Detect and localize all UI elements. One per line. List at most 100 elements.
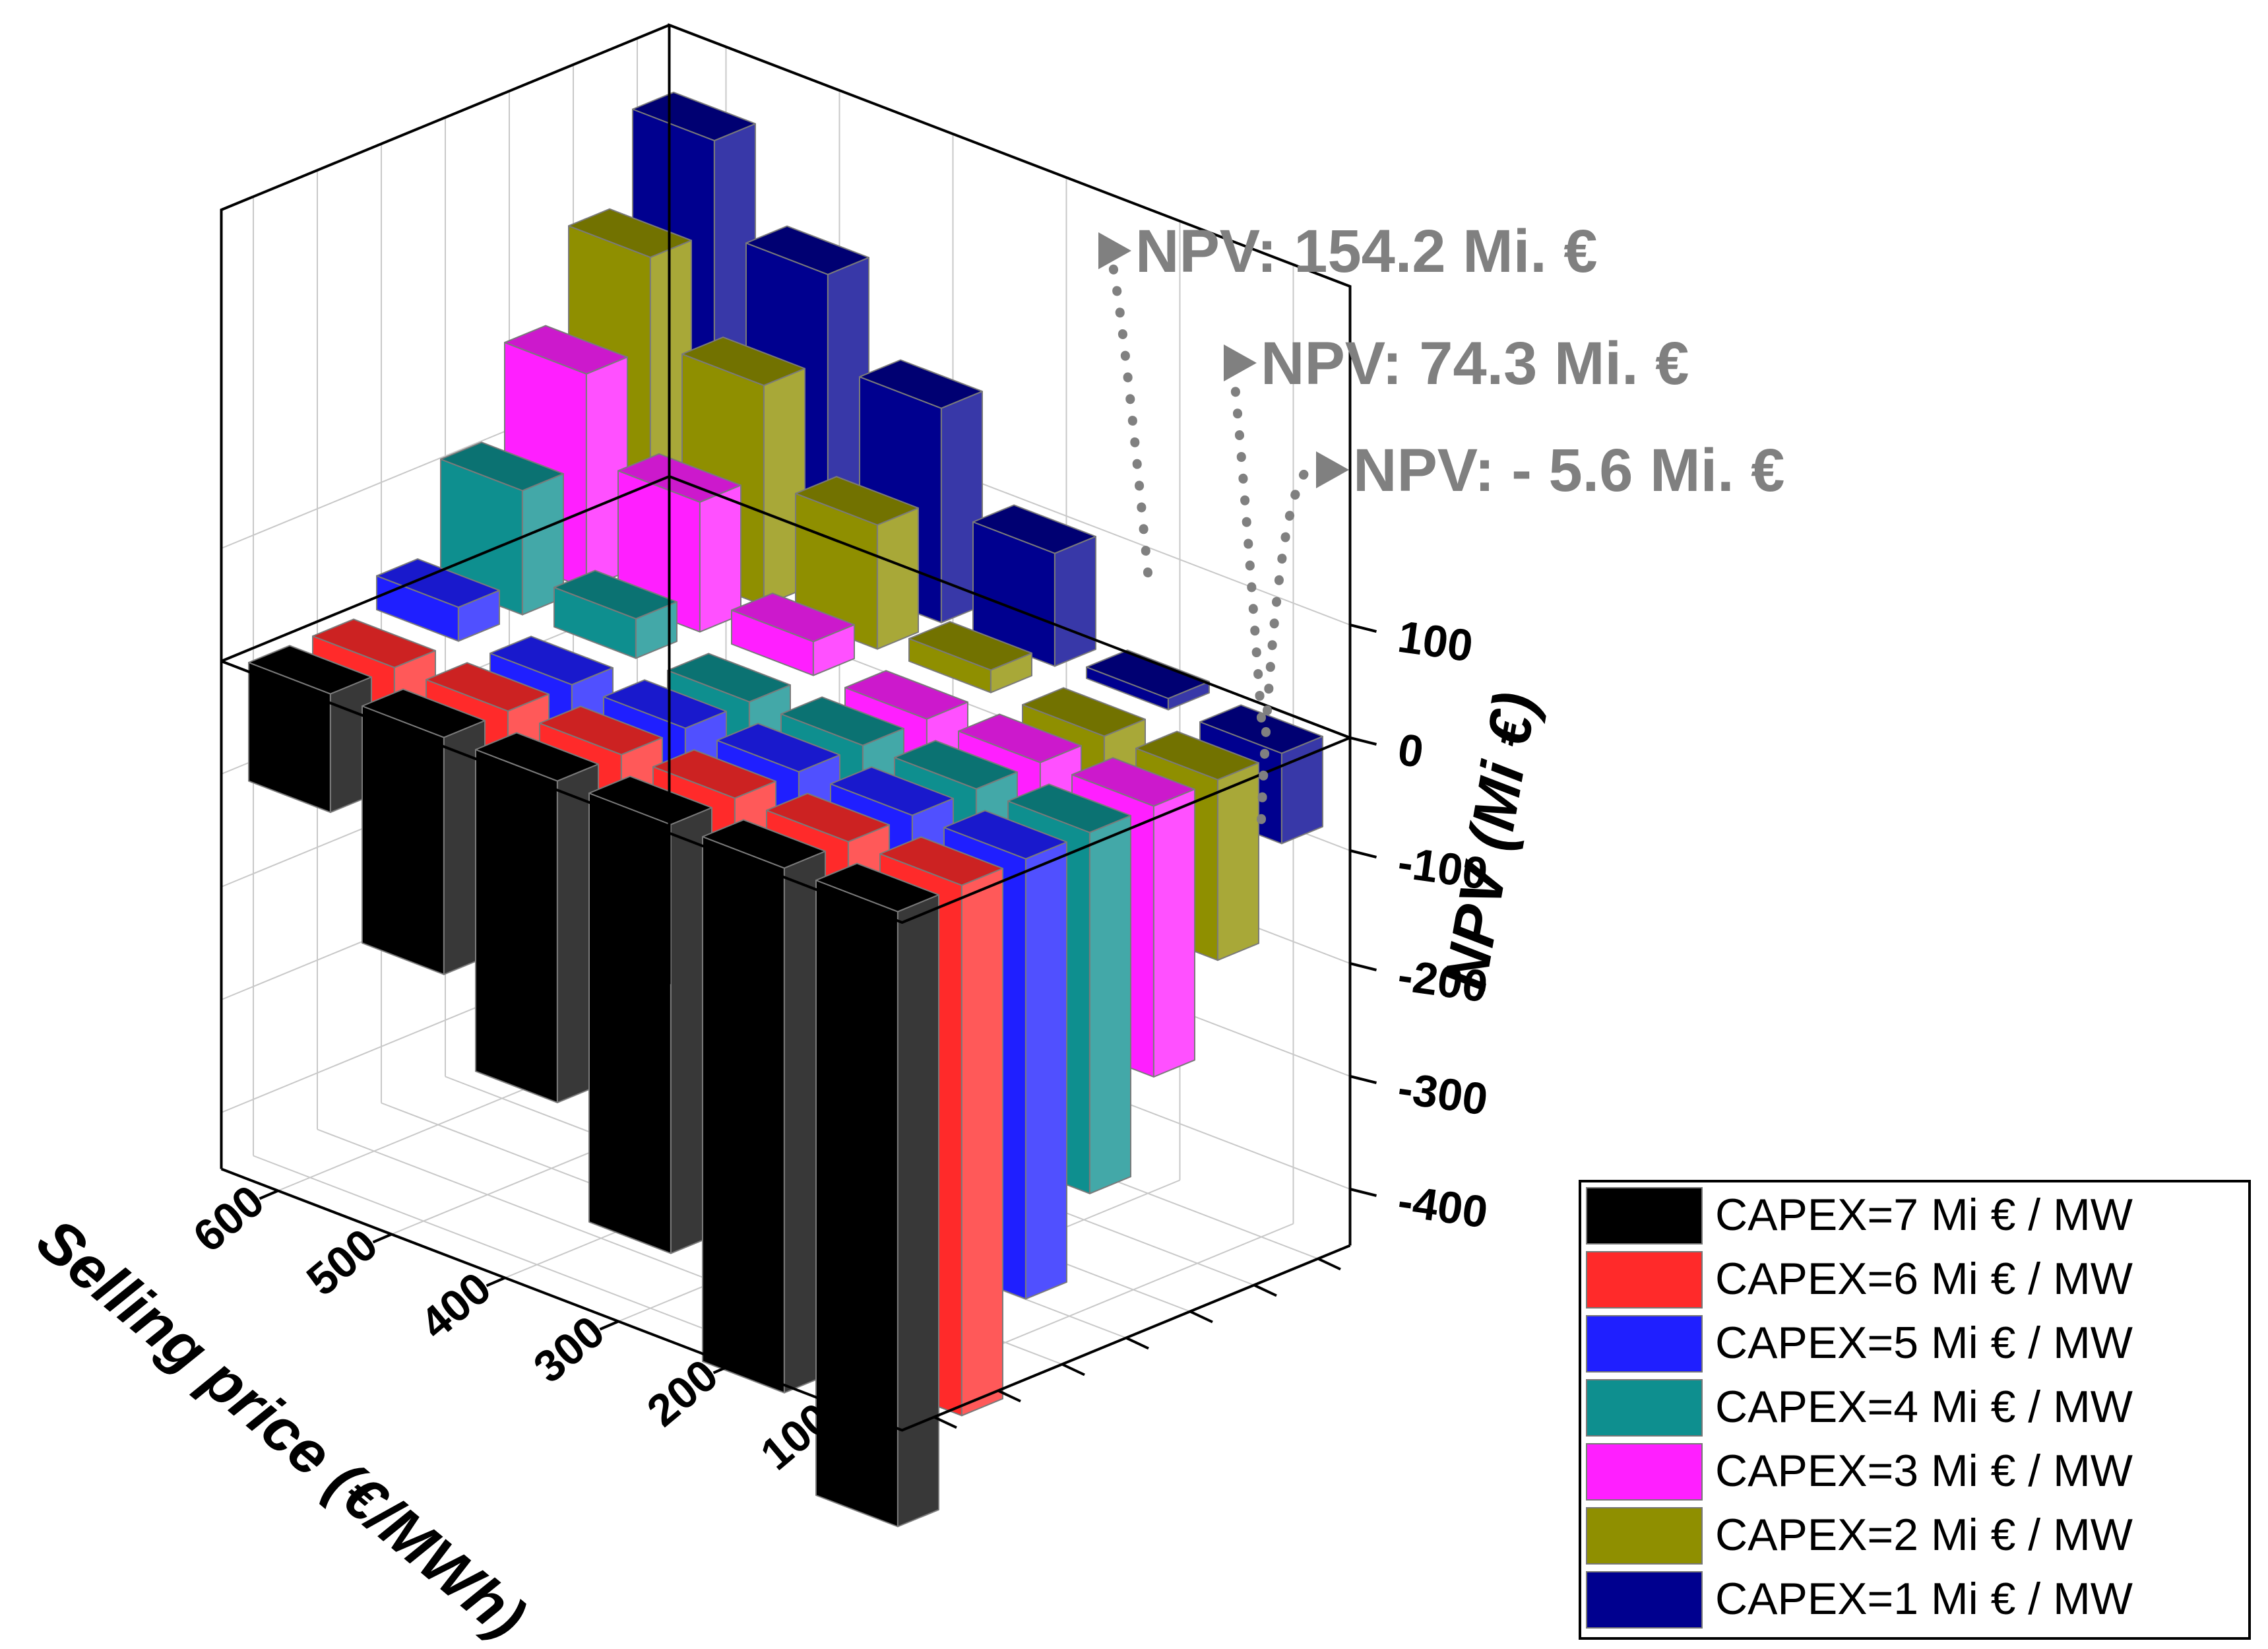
annotation-arrowhead	[1316, 451, 1349, 488]
bar-side-face	[1088, 815, 1131, 1194]
z-tick-label: -200	[1395, 950, 1490, 1012]
bar-top-face	[440, 441, 564, 492]
x-axis-tick	[486, 1276, 506, 1287]
bar-CAPEX=7 Mi € / MW-200	[702, 819, 826, 1394]
series-axis-tick	[1061, 1363, 1085, 1376]
bar-CAPEX=3 Mi € / MW-400	[731, 593, 855, 676]
npv-annotation-label: NPV: 74.3 Mi. €	[1261, 330, 1689, 397]
bar-CAPEX=7 Mi € / MW-600	[248, 645, 372, 814]
annotation-arrow-path	[1100, 242, 1152, 577]
legend-label: CAPEX=3 Mi € / MW	[1715, 1446, 2133, 1496]
bar-top-face	[632, 91, 756, 142]
bar-CAPEX=1 Mi € / MW-300	[972, 504, 1096, 667]
annotation-arrow-path	[1257, 461, 1327, 824]
z-axis-tick	[1350, 962, 1377, 971]
series-axis-tick	[1317, 1257, 1341, 1271]
bar-top-face	[1007, 783, 1131, 833]
bar-top-face	[362, 688, 486, 738]
bar-front-face	[702, 836, 785, 1394]
npv-annotation-label: NPV: 154.2 Mi. €	[1135, 218, 1598, 285]
legend-swatch	[1586, 1379, 1703, 1437]
legend-swatch	[1586, 1443, 1703, 1501]
bar-top-face	[972, 504, 1096, 554]
x-axis-tick	[599, 1320, 619, 1331]
bar-CAPEX=7 Mi € / MW-100	[815, 862, 939, 1528]
x-tick-label: 400	[411, 1262, 501, 1349]
legend-label: CAPEX=5 Mi € / MW	[1715, 1318, 2133, 1368]
bar-top-face	[958, 713, 1082, 763]
chart-bars	[248, 91, 1323, 1528]
bar-top-face	[376, 558, 500, 608]
bar-top-face	[879, 836, 1003, 886]
bar-top-face	[1086, 649, 1210, 699]
z-axis-tick	[1350, 1075, 1377, 1084]
series-axis-tick	[1189, 1310, 1213, 1324]
z-axis-title: NPV (Mi €)	[1432, 688, 1550, 995]
bar-front-face	[362, 705, 445, 975]
bar-side-face	[961, 868, 1003, 1417]
bar-top-face	[1071, 757, 1195, 807]
series-axis-tick	[1253, 1283, 1277, 1297]
bar-side-face	[1054, 536, 1096, 667]
back-wall-edge	[668, 23, 1352, 1246]
bar-top-face	[553, 569, 677, 620]
bar-side-face	[1152, 789, 1195, 1078]
legend-swatch	[1586, 1251, 1703, 1309]
side-wall-edge	[220, 24, 670, 1169]
npv-annotation-label: NPV: - 5.6 Mi. €	[1353, 437, 1784, 504]
legend-label: CAPEX=6 Mi € / MW	[1715, 1254, 2133, 1304]
x-tick-label: 500	[298, 1219, 387, 1305]
bar-CAPEX=7 Mi € / MW-400	[475, 732, 599, 1103]
bar-side-face	[876, 507, 919, 650]
z-axis-tick	[1350, 849, 1377, 858]
bar-top-face	[766, 792, 890, 843]
series-axis-tick	[997, 1389, 1021, 1403]
bar-top-face	[745, 225, 869, 275]
x-axis-tick	[259, 1189, 279, 1200]
bar-top-face	[425, 662, 550, 712]
z-tick-label: -300	[1395, 1063, 1490, 1125]
bar-CAPEX=5 Mi € / MW-600	[376, 558, 500, 642]
bar-front-face	[475, 749, 558, 1103]
x-tick-label: 300	[524, 1306, 614, 1392]
bar-top-face	[248, 645, 372, 695]
bar-CAPEX=7 Mi € / MW-300	[588, 775, 712, 1254]
bar-top-face	[844, 670, 968, 720]
bar-top-face	[815, 862, 939, 913]
legend-label: CAPEX=1 Mi € / MW	[1715, 1574, 2133, 1624]
legend-label: CAPEX=4 Mi € / MW	[1715, 1382, 2133, 1432]
legend-label: CAPEX=7 Mi € / MW	[1715, 1190, 2133, 1240]
legend-label: CAPEX=2 Mi € / MW	[1715, 1510, 2133, 1560]
z-tick-label: 0	[1395, 725, 1426, 778]
bar-side-face	[897, 894, 939, 1528]
bar-CAPEX=7 Mi € / MW-500	[362, 688, 486, 975]
bar-CAPEX=4 Mi € / MW-500	[553, 569, 677, 659]
bar-top-face	[588, 775, 712, 825]
bar-CAPEX=1 Mi € / MW-200	[1086, 649, 1210, 711]
legend-swatch	[1586, 1315, 1703, 1373]
series-axis-tick	[1125, 1336, 1149, 1350]
bar-front-face	[588, 792, 672, 1254]
legend-swatch	[1586, 1187, 1703, 1245]
legend: CAPEX=7 Mi € / MW CAPEX=6 Mi € / MW CAPEX=…	[1579, 1180, 2251, 1640]
bar-top-face	[312, 618, 436, 668]
bar-top-face	[667, 653, 791, 703]
bar-CAPEX=2 Mi € / MW-300	[908, 621, 1032, 694]
annotation-arrow-path	[1226, 354, 1266, 723]
bar-top-face	[603, 679, 727, 729]
bar-top-face	[795, 476, 919, 526]
x-axis-tick	[712, 1363, 733, 1374]
bar-top-face	[489, 635, 614, 686]
bar-top-face	[652, 749, 776, 799]
legend-swatch	[1586, 1507, 1703, 1565]
z-axis-tick	[1350, 736, 1377, 746]
z-tick-label: -100	[1395, 837, 1490, 899]
bar-side-face	[1024, 841, 1067, 1300]
bar-top-face	[1022, 687, 1146, 737]
bar-top-face	[1135, 730, 1259, 781]
bar-top-face	[568, 208, 692, 258]
bar-top-face	[702, 819, 826, 869]
bar-top-face	[830, 766, 954, 816]
zero-plane-edge	[220, 660, 1351, 924]
bar-top-face	[681, 337, 805, 387]
